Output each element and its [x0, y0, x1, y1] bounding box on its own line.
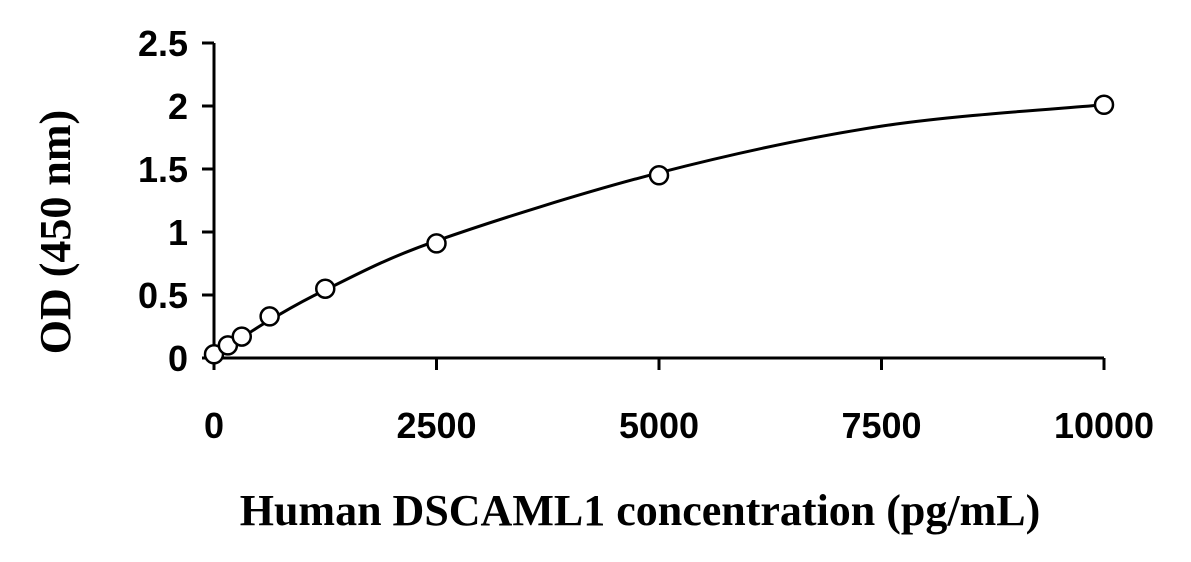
fit-curve-layer	[213, 103, 1105, 356]
y-tick-label: 0	[168, 338, 188, 379]
x-tick-label: 0	[204, 405, 224, 446]
x-tick-label: 5000	[619, 405, 699, 446]
data-point	[648, 165, 670, 186]
data-point	[259, 306, 280, 327]
y-tick-label: 2.5	[138, 23, 188, 64]
y-tick-label: 1	[168, 212, 188, 253]
data-point	[1093, 94, 1115, 115]
y-tick-label: 0.5	[138, 275, 188, 316]
fit-curve-line	[213, 103, 1105, 356]
x-tick-label: 10000	[1054, 405, 1154, 446]
axes	[202, 41, 1106, 370]
x-tick-label: 2500	[396, 405, 476, 446]
y-axis-title: OD (450 nm)	[31, 110, 80, 354]
data-points	[203, 94, 1115, 365]
data-point	[315, 278, 336, 299]
y-tick-label: 2	[168, 86, 188, 127]
data-point	[426, 233, 447, 254]
x-tick-label: 7500	[841, 405, 921, 446]
tick-labels: 0 0.5 1 1.5 2 2.5 0 2500 5000 7500 10000	[138, 23, 1154, 446]
y-tick-label: 1.5	[138, 149, 188, 190]
x-axis-title: Human DSCAML1 concentration (pg/mL)	[240, 486, 1041, 535]
data-point	[231, 326, 253, 347]
